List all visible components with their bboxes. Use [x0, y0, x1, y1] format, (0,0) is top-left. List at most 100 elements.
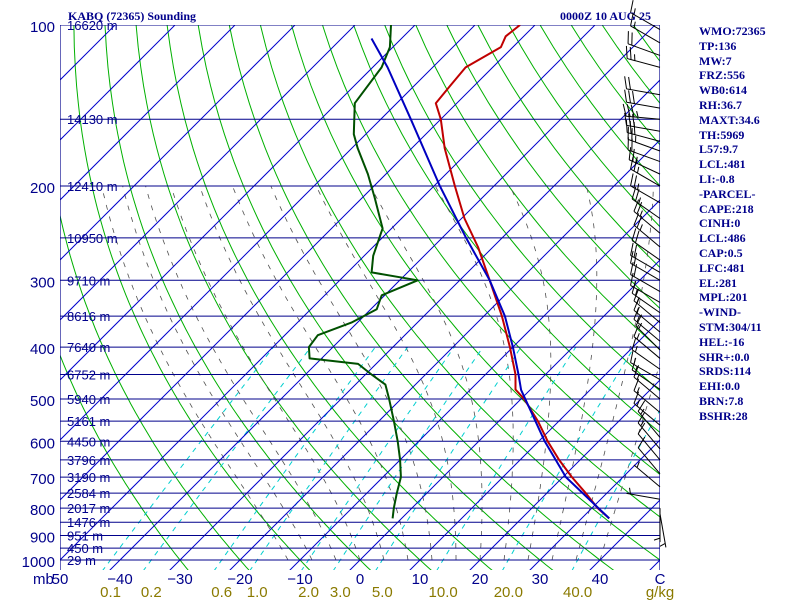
- wind-barb-flag: [633, 365, 640, 378]
- wind-barb: [624, 89, 661, 109]
- index-item: LCL:481: [699, 157, 746, 172]
- wind-barb: [626, 487, 661, 500]
- wind-barb-half-flag: [638, 322, 643, 329]
- mixing-ratio-line: [571, 409, 660, 570]
- wind-barb-shaft: [633, 318, 661, 342]
- wind-barb: [624, 76, 661, 96]
- pressure-tick-label: 500: [30, 393, 55, 410]
- mixing-ratio-line: [214, 346, 376, 570]
- isotherm: [60, 25, 176, 141]
- wind-barbs: [622, 0, 667, 548]
- dry-adiabat: [291, 25, 660, 518]
- wind-barb: [633, 307, 661, 342]
- wind-barb-shaft: [637, 422, 661, 450]
- mixing-ratio-line: [301, 346, 455, 570]
- height-label: 9710 m: [67, 273, 110, 288]
- temperature-tick-label: −30: [167, 571, 192, 588]
- height-label: 14130 m: [67, 112, 118, 127]
- moist-adiabat: [101, 186, 289, 561]
- index-item: FRZ:556: [699, 68, 745, 83]
- isotherm: [109, 25, 656, 570]
- temperature-tick-label: −20: [227, 571, 252, 588]
- wind-barb-flag: [634, 230, 640, 243]
- wind-barb-shaft: [637, 433, 661, 461]
- wind-barb-shaft: [630, 284, 661, 303]
- height-label: 8616 m: [67, 309, 110, 324]
- mixing-ratio-tick-label: 0.6: [211, 584, 232, 600]
- wind-barb: [653, 508, 661, 543]
- wind-barb-half-flag: [633, 21, 636, 28]
- wind-barb-shaft: [630, 274, 661, 293]
- wind-barb: [637, 400, 661, 438]
- wind-barb-flag: [633, 307, 640, 320]
- wind-barb-shaft: [633, 336, 661, 359]
- isotherm: [289, 199, 660, 570]
- wind-barb-shaft: [633, 403, 661, 426]
- height-label: 7640 m: [67, 340, 110, 355]
- wind-barb-half-flag: [634, 345, 638, 353]
- wind-barb: [637, 422, 661, 461]
- wind-barb-shaft: [626, 492, 661, 500]
- mixing-ratio-tick-label: 5.0: [372, 584, 393, 600]
- temperature-tick-label: −10: [287, 571, 312, 588]
- wind-barb-shaft: [630, 168, 661, 187]
- isotherm: [409, 319, 660, 570]
- dry-adiabat: [789, 25, 800, 571]
- wind-barb-flag: [631, 228, 637, 241]
- wind-barb-half-flag: [636, 387, 640, 394]
- profile-lines: [307, 25, 610, 520]
- dry-adiabat: [415, 25, 660, 351]
- wind-barb-flag: [636, 201, 643, 215]
- index-item: CAPE:218: [699, 201, 754, 216]
- wind-barb: [627, 126, 661, 152]
- isotherm: [60, 25, 476, 441]
- index-item: CINH:0: [699, 216, 741, 231]
- wind-barb-shaft: [633, 464, 661, 488]
- pressure-tick-label: 1000: [22, 554, 55, 571]
- index-item: STM:304/11: [699, 319, 762, 334]
- wind-barb-shaft: [626, 115, 661, 120]
- wind-barb-flag: [637, 422, 646, 435]
- mixing-ratio-tick-label: 20.0: [494, 584, 523, 600]
- wind-barb-flag: [633, 121, 636, 135]
- wind-barb-flag: [630, 250, 634, 264]
- dry-adiabat: [446, 25, 660, 310]
- wind-barb-half-flag: [636, 111, 639, 118]
- wind-barb: [633, 391, 661, 426]
- temperature-tick-label: 50: [52, 571, 69, 588]
- dry-adiabat: [353, 25, 660, 434]
- mixing-ratio-tick-label: 10.0: [429, 584, 458, 600]
- wind-barb-shaft: [633, 224, 661, 248]
- mixing-ratio-tick-label: 0.2: [141, 584, 162, 600]
- mixing-ratio-line: [436, 346, 577, 570]
- height-label: 29 m: [67, 553, 96, 568]
- wind-barb-flag: [624, 89, 628, 103]
- wind-barb-flag: [629, 46, 632, 60]
- wind-barb-half-flag: [640, 420, 645, 427]
- mixing-ratio-line: [102, 346, 274, 570]
- wind-barb-flag: [632, 91, 635, 104]
- wind-barb: [633, 288, 661, 324]
- wind-barb-flag: [633, 158, 638, 172]
- wind-barb-shaft: [626, 124, 661, 132]
- dry-adiabat: [135, 25, 432, 570]
- height-label: 1476 m: [67, 515, 110, 530]
- index-item: WMO:72365: [699, 24, 766, 38]
- wind-barb-flag: [622, 103, 627, 117]
- wind-barb-flag: [630, 156, 634, 170]
- index-item: HEL:-16: [699, 334, 745, 349]
- wind-barb-shaft: [631, 240, 661, 261]
- wind-barb: [659, 513, 667, 548]
- wind-barb-shaft: [627, 43, 661, 56]
- stability-indices-panel: WMO:72365 TP:136 MW:7 FRZ:556 WB0:614 RH:36.7…: [699, 24, 766, 424]
- dry-adiabat: [477, 25, 660, 269]
- index-item: -PARCEL-: [699, 186, 756, 201]
- wind-barb-shaft: [633, 300, 661, 324]
- wind-barb-half-flag: [639, 210, 643, 217]
- wind-barb: [630, 156, 661, 187]
- height-label: 4450 m: [67, 434, 110, 449]
- wind-barb-flag: [633, 175, 638, 188]
- mixing-ratio-line: [143, 346, 312, 570]
- mixing-ratio-line: [502, 346, 635, 570]
- wind-barb-flag: [625, 119, 628, 133]
